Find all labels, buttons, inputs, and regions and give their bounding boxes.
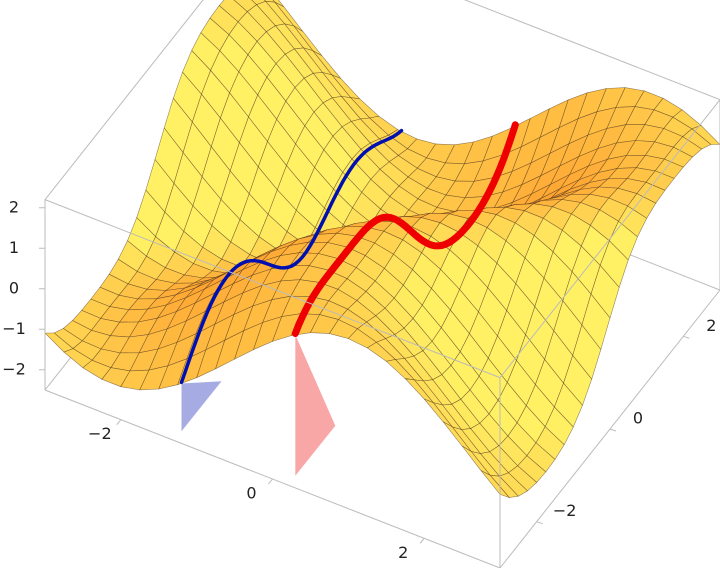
x-tick-label: −2 xyxy=(88,424,112,443)
y-tick-label: 0 xyxy=(633,409,643,428)
y-tick-label: −2 xyxy=(553,501,577,520)
y-tick xyxy=(609,428,617,432)
y-tick xyxy=(536,521,543,525)
z-tick-label: 1 xyxy=(9,238,19,257)
box-edge xyxy=(44,199,501,379)
z-tick-label: −2 xyxy=(2,359,26,378)
box-edge xyxy=(44,0,204,200)
z-tick-label: −1 xyxy=(2,319,26,338)
red-curve xyxy=(291,121,519,337)
x-tick-label: 2 xyxy=(398,543,408,562)
box-front: −2 0 2 −2 0 2 −2 −1 0 1 2 xyxy=(2,99,720,568)
surface-patch xyxy=(480,470,511,499)
box-edge xyxy=(463,0,720,101)
surface xyxy=(44,0,720,499)
z-tick-label: 2 xyxy=(9,197,19,216)
z-tick-label: 0 xyxy=(9,278,19,297)
red-curve-drop xyxy=(295,334,336,476)
y-tick-label: 2 xyxy=(706,316,716,335)
y-tick xyxy=(683,335,690,339)
blue-curve xyxy=(179,128,404,385)
x-tick-label: 0 xyxy=(246,484,256,503)
blue-curve-drop xyxy=(181,381,222,432)
x-tick xyxy=(268,478,273,485)
x-tick xyxy=(419,538,425,544)
x-tick xyxy=(116,419,122,425)
box-edge xyxy=(499,99,720,378)
